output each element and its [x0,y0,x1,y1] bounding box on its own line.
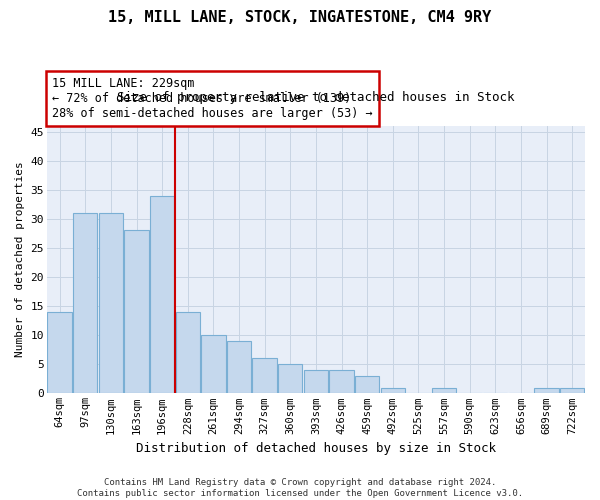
Bar [535,388,559,394]
Bar [124,230,149,394]
Bar [278,364,302,394]
Bar [47,312,72,394]
Text: 15 MILL LANE: 229sqm
← 72% of detached houses are smaller (139)
28% of semi-deta: 15 MILL LANE: 229sqm ← 72% of detached h… [52,78,373,120]
Bar [380,388,405,394]
Bar [150,196,175,394]
Bar [176,312,200,394]
Bar [304,370,328,394]
Bar [73,213,97,394]
Bar [253,358,277,394]
Bar [329,370,354,394]
Bar [560,388,584,394]
Bar [432,388,456,394]
Bar [227,341,251,394]
Bar [355,376,379,394]
Text: 15, MILL LANE, STOCK, INGATESTONE, CM4 9RY: 15, MILL LANE, STOCK, INGATESTONE, CM4 9… [109,10,491,25]
Title: Size of property relative to detached houses in Stock: Size of property relative to detached ho… [117,90,515,104]
Y-axis label: Number of detached properties: Number of detached properties [15,162,25,358]
X-axis label: Distribution of detached houses by size in Stock: Distribution of detached houses by size … [136,442,496,455]
Text: Contains HM Land Registry data © Crown copyright and database right 2024.
Contai: Contains HM Land Registry data © Crown c… [77,478,523,498]
Bar [201,335,226,394]
Bar [99,213,123,394]
